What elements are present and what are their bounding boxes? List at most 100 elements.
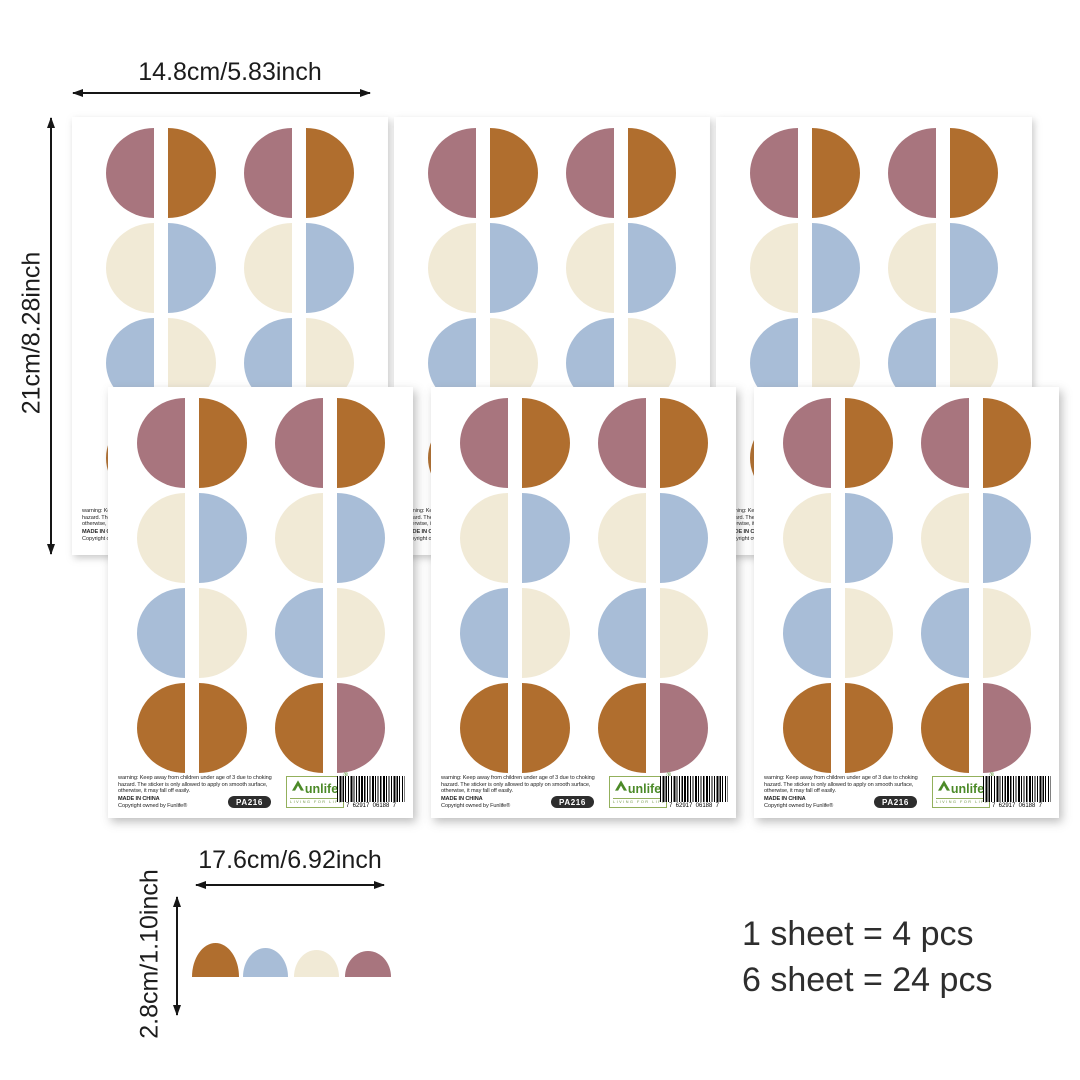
barcode-bars — [983, 776, 1051, 802]
barcode-digits: 7 62917 06188 7 — [345, 802, 397, 809]
sticker-half-circle — [490, 223, 538, 313]
sticker-half-circle — [244, 128, 292, 218]
barcode: 7 62917 06188 7 — [337, 776, 405, 809]
sticker-half-circle — [782, 588, 831, 678]
split-circle — [597, 683, 708, 773]
sticker-half-circle — [136, 683, 185, 773]
sticker-half-circle — [136, 398, 185, 488]
sticker-half-circle — [198, 683, 247, 773]
logo-wordmark: unlife — [290, 779, 340, 795]
roof-icon — [291, 779, 304, 795]
strip-semicircle — [243, 948, 288, 977]
sticker-half-circle — [336, 398, 385, 488]
funlife-logo: ® unlife LIVING FOR LIFE — [932, 773, 994, 808]
split-circle — [136, 588, 247, 678]
sticker-half-circle — [136, 493, 185, 583]
sheet-width-arrow — [72, 89, 371, 97]
sticker-half-circle — [306, 223, 354, 313]
sticker-row — [136, 493, 385, 583]
warning-line: warning: Keep away from children under a… — [764, 775, 918, 781]
sheet-rows — [108, 387, 413, 773]
copyright-text: Copyright owned by Funlife® — [764, 802, 834, 809]
warning-line: hazard. The sticker is only allowed to a… — [441, 781, 591, 788]
sticker-half-circle — [659, 398, 708, 488]
sticker-half-circle — [597, 398, 646, 488]
sticker-half-circle — [750, 223, 798, 313]
sticker-half-circle — [136, 588, 185, 678]
warning-text: warning: Keep away from children under a… — [764, 775, 936, 810]
roof-icon — [614, 779, 627, 795]
sticker-half-circle — [428, 223, 476, 313]
piece-width-arrow — [195, 881, 385, 889]
sheet-count-line2: 6 sheet = 24 pcs — [742, 961, 993, 999]
sticker-half-circle — [659, 683, 708, 773]
sheet-footer: warning: Keep away from children under a… — [441, 773, 728, 812]
sheet-rows — [431, 387, 736, 773]
sticker-half-circle — [844, 588, 893, 678]
sticker-half-circle — [844, 493, 893, 583]
split-circle — [566, 128, 676, 218]
split-circle — [597, 398, 708, 488]
sticker-half-circle — [628, 223, 676, 313]
made-in-text: MADE IN CHINA — [726, 529, 768, 536]
split-circle — [136, 683, 247, 773]
made-in-text: MADE IN CHINA — [764, 796, 806, 803]
strip-semicircle — [192, 943, 239, 977]
sticker-half-circle — [812, 128, 860, 218]
sticker-half-circle — [659, 493, 708, 583]
warning-line: otherwise, it may fall off easily. — [118, 788, 190, 795]
sticker-half-circle — [950, 223, 998, 313]
split-circle — [274, 683, 385, 773]
warning-text: warning: Keep away from children under a… — [441, 775, 613, 810]
sheet-footer: warning: Keep away from children under a… — [118, 773, 405, 812]
split-circle — [750, 128, 860, 218]
sticker-row — [782, 493, 1031, 583]
made-in-text: MADE IN CHINA — [404, 529, 446, 536]
sheet-width-label: 14.8cm/5.83inch — [138, 58, 322, 86]
sticker-half-circle — [628, 128, 676, 218]
sticker-sheet: warning: Keep away from children under a… — [431, 387, 736, 818]
sticker-half-circle — [597, 493, 646, 583]
sticker-row — [782, 588, 1031, 678]
split-circle — [428, 128, 538, 218]
split-circle — [920, 493, 1031, 583]
split-circle — [888, 223, 998, 313]
piece-height-arrow — [173, 896, 181, 1016]
warning-text: warning: Keep away from children under a… — [118, 775, 290, 810]
sticker-half-circle — [198, 588, 247, 678]
warning-line: warning: Keep away from children under a… — [441, 775, 595, 781]
sticker-half-circle — [750, 128, 798, 218]
sticker-half-circle — [274, 493, 323, 583]
warning-line: warning: Keep away from children under a… — [118, 775, 272, 781]
sticker-half-circle — [336, 588, 385, 678]
sheet-height-label: 21cm/8.28inch — [17, 251, 46, 415]
copyright-text: Copyright owned by Funlife® — [441, 802, 511, 809]
sticker-half-circle — [782, 398, 831, 488]
sticker-half-circle — [459, 398, 508, 488]
sticker-row — [782, 683, 1031, 773]
split-circle — [566, 223, 676, 313]
sticker-half-circle — [168, 223, 216, 313]
split-circle — [136, 493, 247, 583]
sticker-half-circle — [888, 223, 936, 313]
sticker-row — [750, 223, 998, 313]
sticker-half-circle — [521, 683, 570, 773]
sku-badge: PA216 — [874, 796, 917, 808]
strip-semicircle — [294, 950, 339, 977]
sticker-half-circle — [459, 493, 508, 583]
split-circle — [888, 128, 998, 218]
sticker-half-circle — [782, 683, 831, 773]
sticker-half-circle — [459, 588, 508, 678]
barcode-bars — [337, 776, 405, 802]
split-circle — [106, 223, 216, 313]
sticker-half-circle — [106, 223, 154, 313]
sticker-half-circle — [274, 398, 323, 488]
barcode-bars — [660, 776, 728, 802]
sticker-half-circle — [982, 493, 1031, 583]
piece-width-label: 17.6cm/6.92inch — [198, 846, 382, 874]
sku-badge: PA216 — [228, 796, 271, 808]
sticker-half-circle — [336, 493, 385, 583]
sticker-half-circle — [106, 128, 154, 218]
strip-semicircle — [345, 951, 391, 977]
